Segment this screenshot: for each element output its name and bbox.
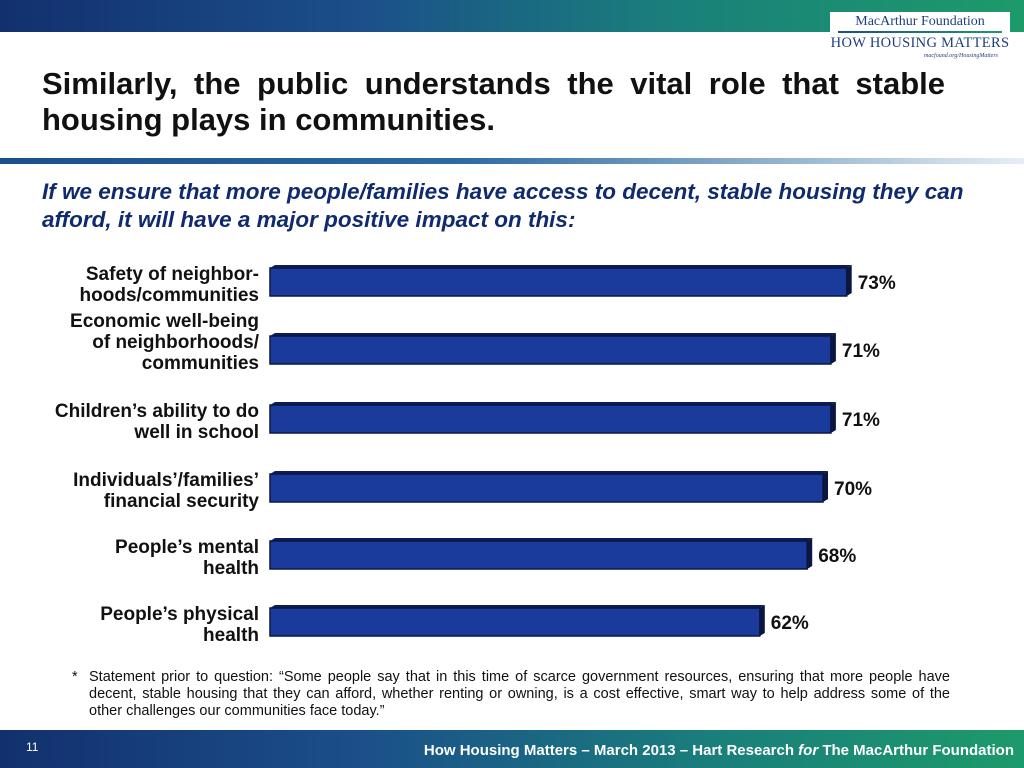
category-label: Children’s ability to do [55, 401, 259, 422]
footnote: * Statement prior to question: “Some peo… [72, 669, 950, 720]
value-label: 71% [842, 341, 880, 362]
category-label: of neighborhoods/ [92, 332, 259, 353]
category-label: Individuals’/families’ [73, 470, 259, 491]
category-label: health [203, 625, 259, 646]
bar-side-face [759, 605, 765, 636]
value-label: 71% [842, 410, 880, 431]
category-label: well in school [133, 422, 259, 443]
slide-title: Similarly, the public understands the vi… [42, 66, 945, 137]
bar-3 [269, 404, 832, 434]
bar-1 [269, 267, 848, 297]
bar-side-face [830, 402, 836, 433]
category-label: financial security [104, 491, 260, 512]
bar-5 [269, 540, 808, 570]
bar-6 [269, 607, 761, 637]
bar-side-face [823, 471, 828, 502]
category-label: People’s physical [100, 604, 259, 625]
footer-credit-lead: How Housing Matters – March 2013 – Hart … [423, 742, 799, 759]
category-label: People’s mental [115, 537, 259, 558]
value-label: 68% [818, 546, 856, 567]
value-label: 70% [834, 479, 872, 500]
footnote-marker: * [72, 669, 78, 685]
logo-program-name: HOW HOUSING MATTERS [830, 35, 1010, 51]
bar-side-face [846, 265, 852, 296]
category-label: health [203, 558, 259, 579]
bar-side-face [807, 538, 813, 569]
footer-credit-for: for [798, 742, 819, 759]
question-text: If we ensure that more people/families h… [42, 179, 964, 232]
bar-2 [269, 335, 832, 365]
page-number: 11 [26, 740, 39, 754]
footer-banner: 11 How Housing Matters – March 2013 – Ha… [0, 730, 1024, 768]
bar-side-face [830, 333, 836, 364]
logo-rule [838, 31, 1002, 33]
logo-url: macfound.org/HousingMatters [924, 53, 998, 59]
category-label: communities [142, 353, 259, 374]
bar-4 [269, 473, 824, 503]
footer-credit-tail: The MacArthur Foundation [818, 742, 1014, 759]
logo-org-name: MacArthur Foundation [855, 14, 985, 29]
value-label: 73% [858, 273, 896, 294]
bar-chart: 73% Safety of neighbor-hoods/communities 7… [55, 264, 896, 646]
category-label: hoods/communities [80, 285, 259, 306]
footer-credit: How Housing Matters – March 2013 – Hart … [424, 742, 1014, 759]
title-divider [0, 158, 1024, 164]
footnote-text: Statement prior to question: “Some peopl… [89, 669, 950, 719]
macarthur-logo: MacArthur Foundation HOW HOUSING MATTERS… [830, 12, 1010, 62]
category-label: Economic well-being [70, 311, 259, 332]
category-label: Safety of neighbor- [86, 264, 259, 285]
value-label: 62% [771, 613, 809, 634]
